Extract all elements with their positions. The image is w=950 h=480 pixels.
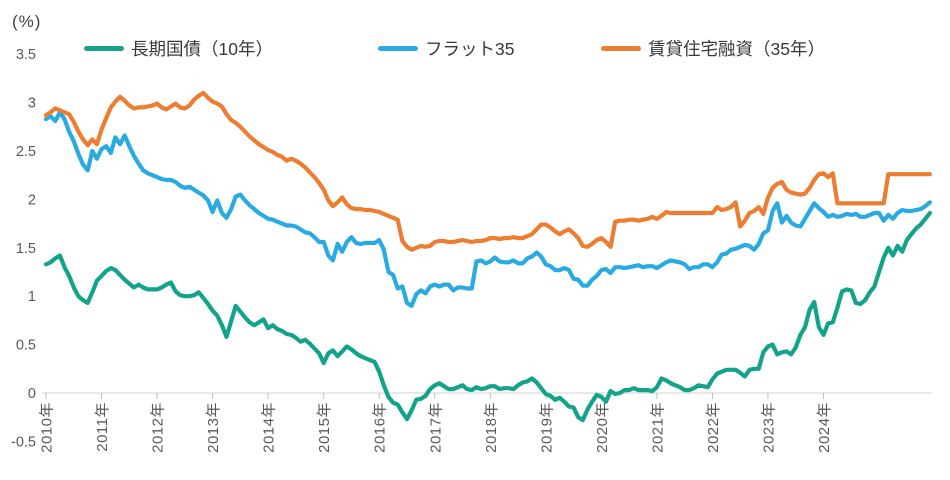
x-axis-tick-label: 2021年 bbox=[649, 402, 666, 453]
legend: 長期国債（10年） フラット35 賃貸住宅融資（35年） bbox=[0, 36, 950, 60]
legend-item-flat35: フラット35 bbox=[378, 36, 514, 60]
x-axis-tick-label: 2018年 bbox=[483, 402, 500, 453]
y-axis-tick-label: 1 bbox=[28, 289, 36, 305]
x-axis-tick-label: 2024年 bbox=[816, 402, 833, 453]
x-axis-tick-label: 2017年 bbox=[427, 402, 444, 453]
x-axis-tick-label: 2012年 bbox=[150, 402, 167, 453]
y-axis-tick-label: 0.5 bbox=[16, 338, 36, 354]
x-axis-tick-label: 2020年 bbox=[594, 402, 611, 453]
x-axis-tick-label: 2015年 bbox=[316, 402, 333, 453]
x-axis-tick-label: 2010年 bbox=[39, 402, 56, 453]
series-line-rental35 bbox=[43, 90, 933, 252]
x-axis-tick-label: 2019年 bbox=[538, 402, 555, 453]
x-axis-tick-label: 2014年 bbox=[261, 402, 278, 453]
legend-swatch-jgb10y-icon bbox=[84, 45, 124, 51]
legend-swatch-rental35-icon bbox=[601, 45, 641, 51]
y-axis-tick-label: 1.5 bbox=[16, 241, 36, 257]
y-axis-tick-label: 2.5 bbox=[16, 144, 36, 160]
legend-label-jgb10y: 長期国債（10年） bbox=[131, 38, 273, 59]
y-axis-tick-label: 3 bbox=[28, 96, 36, 112]
y-axis-tick-label: -0.5 bbox=[11, 434, 36, 450]
legend-item-jgb10y: 長期国債（10年） bbox=[84, 36, 273, 60]
series-line-flat35 bbox=[43, 110, 933, 308]
y-axis-tick-label: 3.5 bbox=[16, 47, 36, 63]
y-axis-tick-label: 0 bbox=[28, 386, 36, 402]
x-axis-tick-label: 2013年 bbox=[205, 402, 222, 453]
legend-swatch-flat35-icon bbox=[378, 45, 418, 51]
y-axis-unit-label: (%) bbox=[12, 12, 42, 31]
x-axis-tick-label: 2022年 bbox=[705, 402, 722, 453]
x-axis-tick-label: 2011年 bbox=[94, 402, 111, 452]
y-axis-tick-label: 2 bbox=[28, 192, 36, 208]
series-line-jgb10y bbox=[43, 210, 933, 423]
legend-item-rental35: 賃貸住宅融資（35年） bbox=[601, 36, 825, 60]
legend-label-rental35: 賃貸住宅融資（35年） bbox=[648, 38, 825, 59]
x-axis-tick-label: 2023年 bbox=[760, 402, 777, 453]
legend-label-flat35: フラット35 bbox=[425, 38, 515, 59]
x-axis-tick-label: 2016年 bbox=[372, 402, 389, 453]
